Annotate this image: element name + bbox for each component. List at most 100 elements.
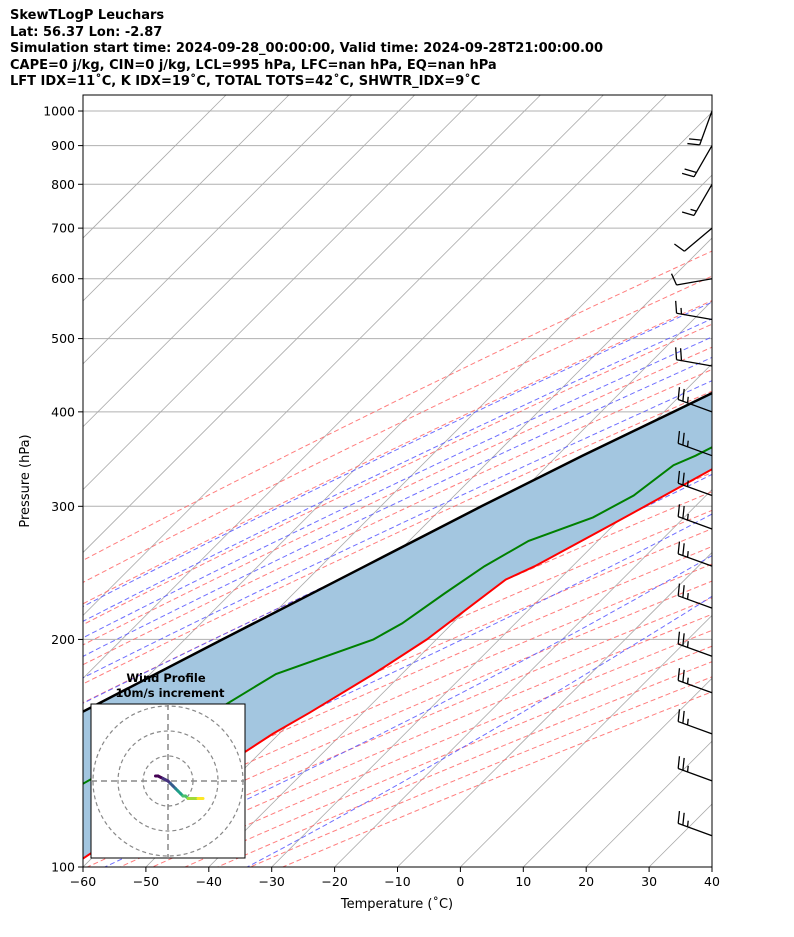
- isotherm: [83, 95, 604, 616]
- wind-barb-flag: [682, 812, 685, 826]
- wind-barb: [675, 300, 713, 321]
- wind-barb-flag: [684, 168, 697, 174]
- y-tick-label: 900: [51, 138, 75, 153]
- isotherm: [83, 95, 667, 679]
- x-tick-label: 30: [641, 874, 657, 889]
- wind-barb: [677, 756, 713, 782]
- wind-barb-flag: [677, 541, 681, 554]
- wind-barb-flag: [679, 348, 683, 361]
- wind-barb: [674, 227, 713, 252]
- moist-adiabat: [83, 301, 712, 608]
- dry-adiabat: [83, 250, 712, 561]
- wind-barb-flag: [677, 709, 681, 722]
- dry-adiabat: [83, 300, 712, 605]
- wind-barb: [687, 110, 713, 146]
- wind-barb-staff: [677, 679, 713, 694]
- isotherm: [83, 95, 478, 491]
- isotherm: [83, 95, 227, 239]
- wind-barb: [681, 145, 713, 178]
- dry-adiabat: [83, 528, 712, 808]
- wind-barb: [670, 273, 713, 286]
- title-indices: LFT IDX=11˚C, K IDX=19˚C, TOTAL TOTS=42˚…: [10, 74, 481, 89]
- wind-barb: [675, 347, 713, 367]
- title-times: Simulation start time: 2024-09-28_00:00:…: [10, 41, 603, 56]
- y-tick-label: 700: [51, 221, 75, 236]
- wind-barb-flag: [675, 300, 678, 314]
- wind-barb-half-flag: [686, 513, 689, 521]
- inset-title: Wind Profile: [126, 671, 206, 685]
- wind-barb-flag: [677, 811, 681, 824]
- x-tick-label: 10: [515, 874, 531, 889]
- wind-barb-staff: [676, 278, 713, 286]
- wind-barb: [677, 541, 713, 567]
- wind-barb: [677, 631, 713, 657]
- moist-adiabat: [83, 380, 712, 679]
- isotherm: [711, 866, 712, 867]
- isotherm: [523, 677, 712, 867]
- wind-barb-flag: [682, 543, 685, 556]
- isotherm: [208, 363, 712, 867]
- x-tick-label: 40: [704, 874, 720, 889]
- wind-barb-flag: [670, 273, 678, 286]
- wind-barb: [677, 668, 713, 694]
- wind-barb-staff: [677, 767, 713, 782]
- wind-barb-flag: [681, 172, 695, 178]
- x-tick-label: −10: [384, 874, 410, 889]
- moist-adiabat: [83, 318, 712, 622]
- wind-barb-flag: [677, 470, 681, 484]
- isotherm: [83, 95, 290, 302]
- wind-barb-staff: [677, 643, 713, 657]
- wind-barb-flag: [677, 387, 681, 400]
- dry-adiabat: [83, 346, 712, 646]
- wind-barb-flag: [682, 472, 685, 486]
- wind-barb-flag: [682, 505, 685, 519]
- wind-barb-half-flag: [686, 820, 689, 827]
- wind-barb: [677, 709, 713, 735]
- wind-barb-staff: [677, 720, 713, 735]
- wind-barb-flag: [677, 668, 681, 681]
- dry-adiabat: [83, 368, 712, 666]
- wind-barb-half-flag: [686, 718, 689, 726]
- x-tick-label: −50: [133, 874, 159, 889]
- y-tick-label: 600: [51, 271, 75, 286]
- title-station: SkewTLogP Leuchars: [10, 8, 165, 23]
- wind-barb-half-flag: [686, 765, 689, 773]
- wind-barb-flag: [687, 142, 700, 146]
- wind-barb-flag: [677, 583, 681, 596]
- wind-barb-staff: [677, 553, 713, 567]
- dry-adiabat: [217, 661, 712, 867]
- chart-title-block: SkewTLogP Leuchars Lat: 56.37 Lon: -2.87…: [10, 8, 603, 91]
- wind-barb-flag: [682, 633, 685, 646]
- moist-adiabat: [83, 513, 712, 819]
- x-tick-label: −60: [70, 874, 96, 889]
- wind-barb-flag: [682, 757, 685, 771]
- wind-barb: [677, 811, 713, 837]
- inset-subtitle: 10m/s increment: [116, 686, 225, 700]
- background-lines: [83, 95, 712, 867]
- wind-barb: [677, 387, 713, 413]
- y-tick-label: 200: [51, 632, 75, 647]
- wind-barb: [677, 583, 713, 609]
- wind-barb-flag: [677, 631, 681, 645]
- wind-barb-flag: [675, 347, 678, 360]
- wind-barb-staff: [699, 110, 713, 146]
- wind-barb-flag: [681, 211, 695, 217]
- wind-barb-staff: [676, 312, 713, 321]
- moist-adiabat: [83, 356, 712, 657]
- y-tick-label: 300: [51, 499, 75, 514]
- wind-barb-half-flag: [686, 593, 689, 600]
- wind-barb: [681, 183, 713, 217]
- x-tick-label: 0: [456, 874, 464, 889]
- axis-ticks: −60 −50 −40 −30 −20 −10 0 10 20 30 40 100 200 300 400 5…: [43, 104, 720, 889]
- wind-barb-flag: [682, 669, 685, 683]
- wind-barb-half-flag: [686, 641, 689, 648]
- wind-barb-staff: [684, 227, 713, 252]
- wind-barb-flag: [674, 243, 685, 252]
- wind-barbs: [670, 110, 713, 837]
- wind-barb-staff: [693, 145, 713, 178]
- y-tick-label: 800: [51, 177, 75, 192]
- y-tick-label: 500: [51, 331, 75, 346]
- x-axis-label: Temperature (˚C): [340, 896, 453, 912]
- isotherm: [397, 551, 712, 867]
